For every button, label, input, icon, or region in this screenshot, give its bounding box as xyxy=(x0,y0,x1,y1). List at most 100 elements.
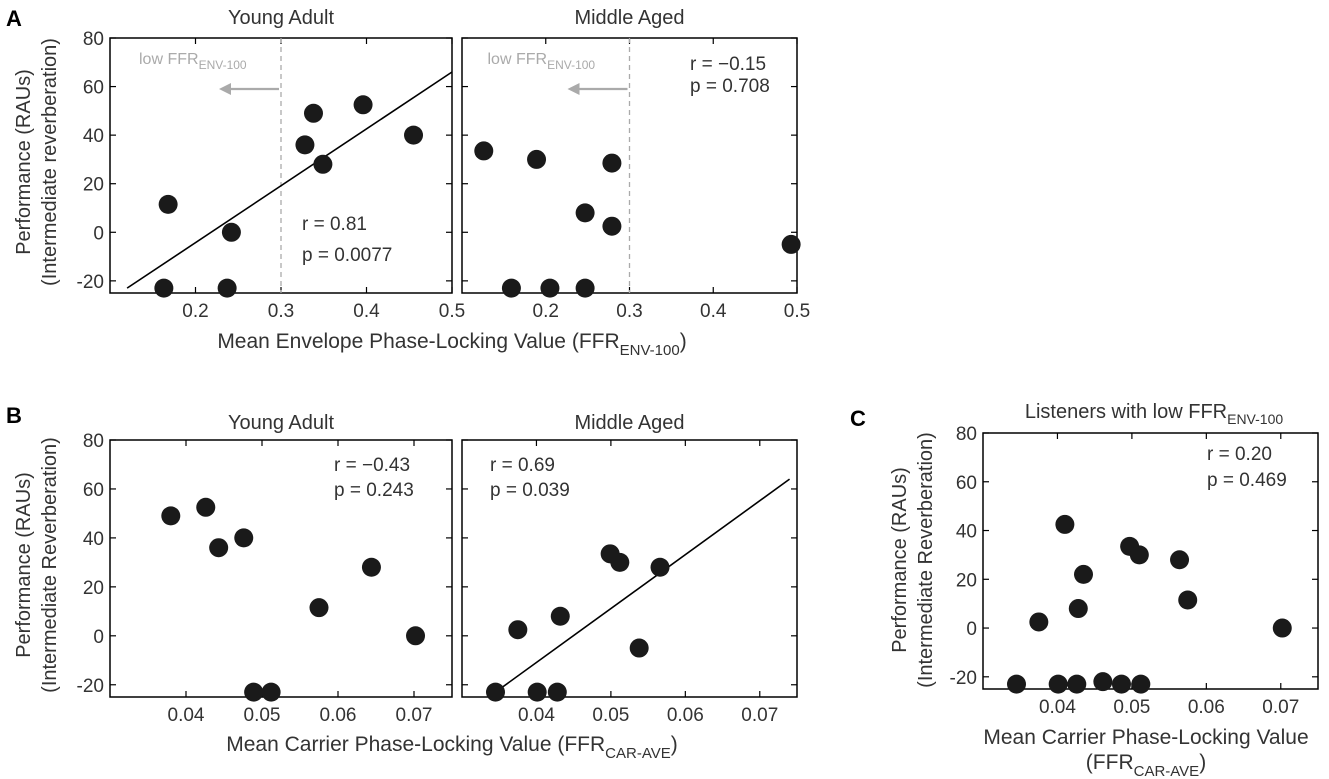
data-point xyxy=(474,141,494,161)
ylabel-c-line2: (Intermediate Reverberation) xyxy=(915,432,937,688)
plot-frame xyxy=(461,439,798,698)
x-tick-label: 0.06 xyxy=(667,705,704,726)
low-ffr-label: low FFRENV-100 xyxy=(488,51,596,72)
data-point xyxy=(406,626,426,646)
chart-title-c: Listeners with low FFRENV-100 xyxy=(1025,401,1284,427)
data-point xyxy=(353,95,373,115)
y-tick-label: 80 xyxy=(956,424,977,445)
stat-p: p = 0.243 xyxy=(334,480,414,501)
data-point xyxy=(161,506,181,526)
data-point xyxy=(1048,674,1068,694)
plot-frame xyxy=(982,432,1319,690)
data-point xyxy=(508,620,528,640)
chart-title: Middle Aged xyxy=(574,7,684,29)
x-tick-label: 0.04 xyxy=(518,705,555,726)
regression-line xyxy=(126,71,453,289)
stat-p: p = 0.708 xyxy=(690,76,770,97)
stat-p: p = 0.0077 xyxy=(302,245,392,266)
y-tick-label: 20 xyxy=(956,570,977,591)
data-point xyxy=(575,203,595,223)
stat-r: r = −0.43 xyxy=(334,455,410,476)
x-tick-label: 0.07 xyxy=(396,705,433,726)
xlabel-a: Mean Envelope Phase-Locking Value (FFREN… xyxy=(217,330,686,359)
x-tick-label: 0.2 xyxy=(182,301,208,322)
x-tick-label: 0.04 xyxy=(168,705,205,726)
data-point xyxy=(1111,674,1131,694)
ylabel-a-line2: (Intermediate reverberation) xyxy=(39,38,61,286)
plot-a-middle-aged: 0.2 0.3 0.4 0.5 Middle Aged low FFRENV-100 r =… xyxy=(461,7,810,322)
y-tick-label: 0 xyxy=(93,223,104,244)
plot-a-young-adult: 0.2 0.3 0.4 0.5 80 60 40 20 0 -20 Young Adult low F… xyxy=(77,7,466,322)
data-point xyxy=(154,278,174,298)
x-tick-label: 0.07 xyxy=(741,705,778,726)
x-tick-label: 0.06 xyxy=(1188,697,1225,718)
x-tick-label: 0.07 xyxy=(1262,697,1299,718)
data-point xyxy=(602,153,622,173)
data-point xyxy=(244,682,264,702)
x-tick-label: 0.3 xyxy=(616,301,642,322)
x-tick-label: 0.05 xyxy=(1113,697,1150,718)
data-point xyxy=(313,154,333,174)
y-tick-label: 40 xyxy=(956,522,977,543)
y-tick-label: -20 xyxy=(77,676,104,697)
data-point xyxy=(629,638,649,658)
chart-title: Young Adult xyxy=(228,412,334,434)
x-tick-label: 0.06 xyxy=(320,705,357,726)
ylabel-b-line1: Performance (RAUs) xyxy=(13,472,35,658)
chart-title: Young Adult xyxy=(228,7,334,29)
data-point xyxy=(1074,564,1093,584)
y-tick-label: 40 xyxy=(83,529,104,550)
data-point xyxy=(1178,590,1198,610)
stat-r: r = 0.81 xyxy=(302,214,367,235)
data-point xyxy=(295,135,315,155)
x-tick-label: 0.4 xyxy=(353,301,380,322)
y-tick-label: 40 xyxy=(83,126,104,147)
xlabel-b: Mean Carrier Phase-Locking Value (FFRCAR… xyxy=(226,733,678,762)
data-point xyxy=(217,278,237,298)
panel-letter-b: B xyxy=(6,403,22,428)
xlabel-c-line2: (FFRCAR-AVE) xyxy=(1086,751,1206,779)
data-point xyxy=(209,538,229,558)
y-tick-label: 20 xyxy=(83,175,104,196)
panel-letter-c: C xyxy=(850,406,866,431)
ylabel-b-line2: (Intermediate Reverberation) xyxy=(39,437,61,693)
data-point xyxy=(158,194,178,214)
data-point xyxy=(527,682,547,702)
x-tick-label: 0.4 xyxy=(700,301,727,322)
data-point xyxy=(261,682,281,702)
y-tick-label: -20 xyxy=(77,272,104,293)
data-point xyxy=(781,234,801,254)
regression-line xyxy=(495,478,791,693)
y-tick-label: 80 xyxy=(83,431,104,452)
data-point xyxy=(1129,545,1149,565)
data-point xyxy=(1170,550,1190,570)
y-tick-label: 20 xyxy=(83,578,104,599)
arrowhead-icon xyxy=(567,83,580,95)
xlabel-c-line1: Mean Carrier Phase-Locking Value xyxy=(983,726,1308,749)
y-tick-label: -20 xyxy=(950,668,977,689)
data-point xyxy=(602,216,622,236)
data-point xyxy=(540,278,560,298)
y-tick-label: 60 xyxy=(956,473,977,494)
x-tick-label: 0.05 xyxy=(592,705,629,726)
data-point xyxy=(1029,612,1049,632)
data-point xyxy=(486,682,505,702)
y-tick-label: 80 xyxy=(83,29,104,50)
stat-p: p = 0.469 xyxy=(1207,470,1287,491)
data-point xyxy=(1055,514,1075,534)
plot-c-low-ffr: 0.04 0.05 0.06 0.07 80 60 40 20 0 -20 r = 0.20 p = … xyxy=(950,424,1319,718)
data-point xyxy=(1131,674,1151,694)
low-ffr-label: low FFRENV-100 xyxy=(139,51,247,72)
data-point xyxy=(1272,618,1292,638)
stat-r: r = 0.20 xyxy=(1207,444,1272,465)
data-point xyxy=(650,557,670,577)
data-point xyxy=(196,497,216,517)
data-point xyxy=(234,528,254,548)
data-point xyxy=(1067,674,1087,694)
plot-b-young-adult: 0.04 0.05 0.06 0.07 80 60 40 20 0 -20 Young Adultr… xyxy=(77,412,453,726)
stat-r: r = 0.69 xyxy=(490,455,555,476)
data-point xyxy=(221,222,241,242)
data-point xyxy=(1007,674,1026,694)
data-point xyxy=(309,598,329,618)
plot-b-middle-aged: 0.04 0.05 0.06 0.07 Middle Aged r = 0.69 p = 0… xyxy=(461,412,798,726)
